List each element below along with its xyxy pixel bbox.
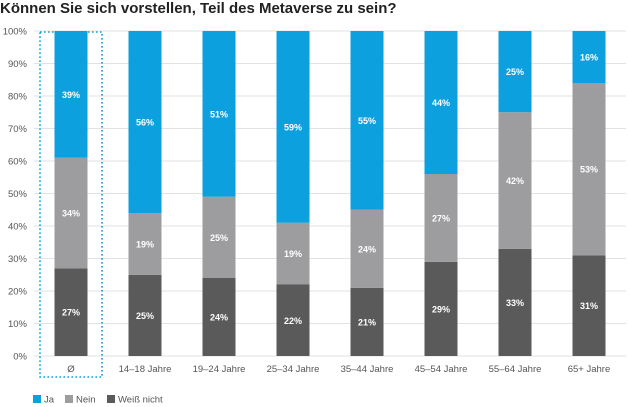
chart-title: Können Sie sich vorstellen, Teil des Met…: [0, 0, 397, 17]
bar-segment: [572, 31, 606, 83]
value-label: 27%: [62, 308, 80, 318]
value-label: 34%: [62, 209, 80, 219]
bar-segment: [128, 274, 162, 356]
legend-label: Weiß nicht: [118, 395, 163, 406]
bar-segment: [54, 31, 88, 158]
value-label: 55%: [358, 116, 376, 126]
gridlines: [34, 30, 626, 357]
value-label: 19%: [136, 239, 154, 249]
y-tick-label: 10%: [8, 319, 28, 330]
category-label: 35–44 Jahre: [341, 364, 394, 375]
bar-segment: [202, 278, 236, 356]
bar-segment: [276, 222, 310, 285]
category-label: 45–54 Jahre: [415, 364, 468, 375]
category-label: 65+ Jahre: [568, 364, 611, 375]
value-label: 24%: [210, 313, 228, 323]
bar-segment: [498, 112, 532, 249]
bar-segment: [572, 83, 606, 256]
bar-segment: [54, 268, 88, 356]
bar-segment: [572, 255, 606, 356]
x-axis-categories: Ø 14–18 Jahre 19–24 Jahre 25–34 Jahre 35–44 …: [67, 364, 610, 375]
value-labels: 27% 34% 39% 25% 19% 56% 24% 25% 51% 22% 19% 59% 21% 2…: [62, 53, 598, 328]
bars: [54, 31, 606, 356]
value-label: 42%: [506, 176, 524, 186]
bar-segment: [276, 284, 310, 356]
category-label: 25–34 Jahre: [267, 364, 320, 375]
y-tick-label: 90%: [8, 59, 28, 70]
bar-segment: [350, 209, 384, 288]
bar-segment: [498, 31, 532, 113]
bar-segment: [128, 31, 162, 213]
y-tick-label: 0%: [13, 352, 27, 363]
bar-segment: [424, 31, 458, 174]
legend-swatch: [65, 395, 73, 403]
y-tick-label: 100%: [3, 27, 28, 38]
value-label: 53%: [580, 165, 598, 175]
legend-label: Nein: [76, 395, 96, 406]
value-label: 25%: [210, 233, 228, 243]
value-label: 21%: [358, 317, 376, 327]
category-label: 14–18 Jahre: [119, 364, 172, 375]
bar-segment: [350, 31, 384, 210]
y-tick-label: 80%: [8, 92, 28, 103]
value-label: 51%: [210, 109, 228, 119]
legend-swatch: [33, 395, 41, 403]
y-tick-label: 20%: [8, 287, 28, 298]
category-label: 19–24 Jahre: [193, 364, 246, 375]
value-label: 59%: [284, 122, 302, 132]
category-label: 55–64 Jahre: [489, 364, 542, 375]
y-tick-label: 40%: [8, 222, 28, 233]
bar-segment: [424, 174, 458, 262]
bar-segment: [202, 31, 236, 197]
average-highlight-box: [39, 31, 103, 378]
value-label: 33%: [506, 298, 524, 308]
value-label: 25%: [136, 311, 154, 321]
legend-swatch: [107, 395, 115, 403]
bar-segment: [276, 31, 310, 223]
y-tick-label: 70%: [8, 124, 28, 135]
highlight-box: [39, 31, 103, 378]
y-axis-ticks: 0% 10% 20% 30% 40% 50% 60% 70% 80% 90% 100%: [3, 27, 28, 363]
value-label: 22%: [284, 316, 302, 326]
legend-label: Ja: [44, 395, 55, 406]
bar-segment: [350, 287, 384, 356]
value-label: 31%: [580, 301, 598, 311]
value-label: 16%: [580, 53, 598, 63]
bar-segment: [54, 157, 88, 269]
value-label: 24%: [358, 244, 376, 254]
y-tick-label: 60%: [8, 157, 28, 168]
legend: Ja Nein Weiß nicht: [33, 395, 163, 406]
value-label: 27%: [432, 213, 450, 223]
value-label: 44%: [432, 98, 450, 108]
value-label: 39%: [62, 90, 80, 100]
bar-segment: [128, 213, 162, 275]
value-label: 25%: [506, 67, 524, 77]
bar-segment: [202, 196, 236, 278]
value-label: 29%: [432, 304, 450, 314]
value-label: 19%: [284, 249, 302, 259]
bar-segment: [498, 248, 532, 356]
category-label: Ø: [67, 364, 75, 375]
y-tick-label: 50%: [8, 189, 28, 200]
bar-segment: [424, 261, 458, 356]
value-label: 56%: [136, 118, 154, 128]
y-tick-label: 30%: [8, 254, 28, 265]
